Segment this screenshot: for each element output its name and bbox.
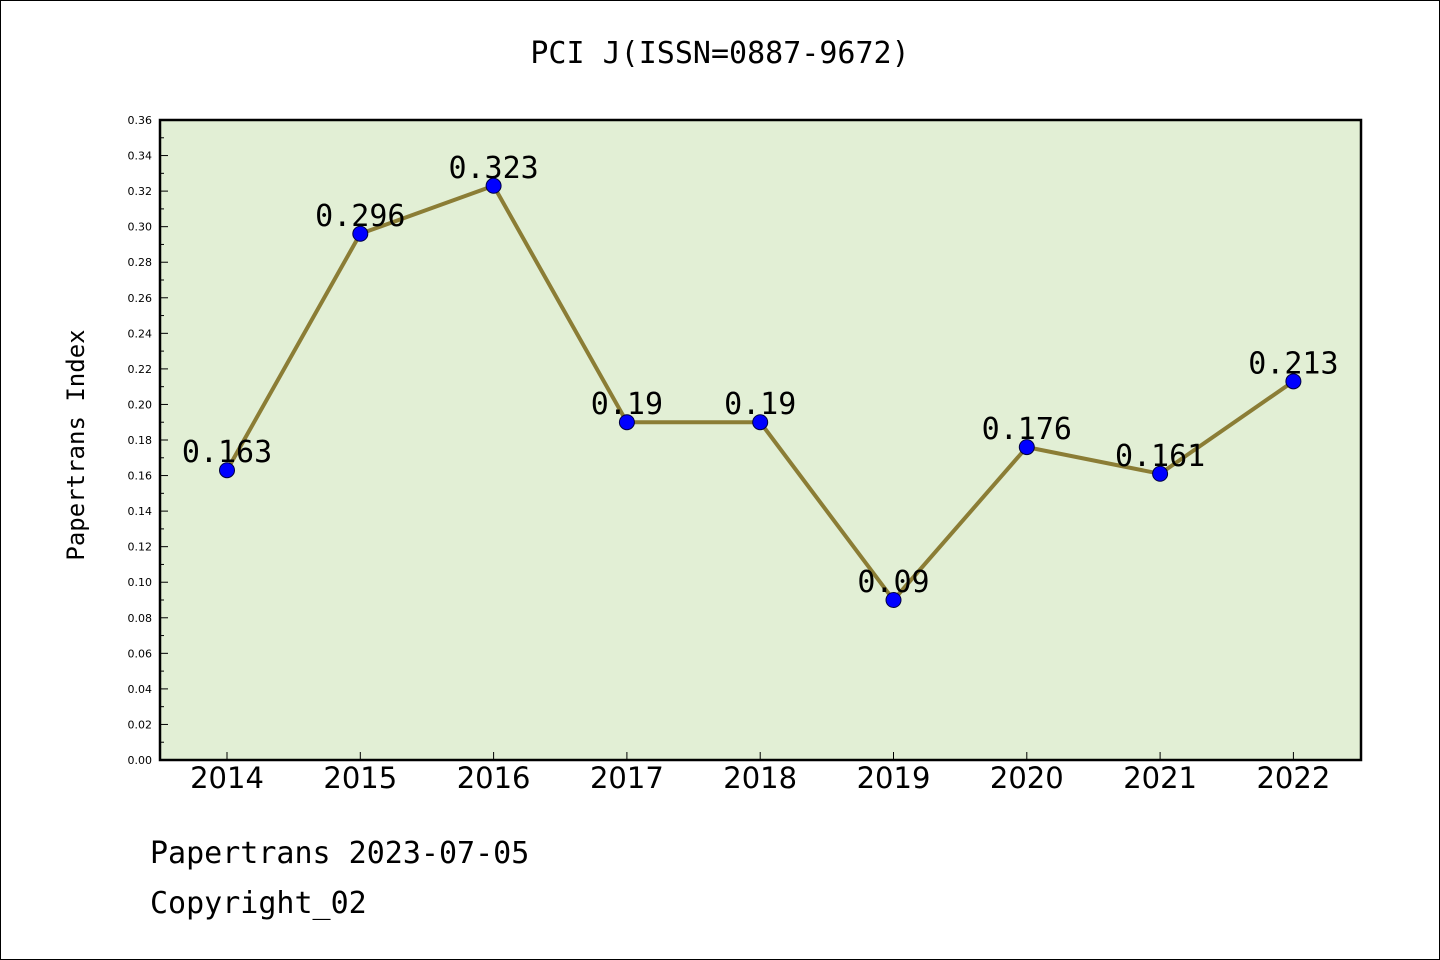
data-point <box>885 592 902 608</box>
y-tick-label: 0.08 <box>128 612 153 625</box>
data-point <box>1018 439 1035 456</box>
data-point <box>1152 465 1169 482</box>
x-tick-label: 2022 <box>1256 761 1330 795</box>
data-point <box>485 177 502 194</box>
x-tick-label: 2016 <box>457 761 531 795</box>
x-tick-label: 2014 <box>190 761 264 795</box>
x-tick-label: 2017 <box>590 761 664 795</box>
data-point <box>352 225 369 242</box>
y-tick-label: 0.36 <box>128 114 153 127</box>
y-axis-ticks: 0.00 0.02 0.04 0.06 0.08 0.10 0.12 0.14 0.16 0.18… <box>128 114 168 767</box>
x-tick-label: 2021 <box>1123 761 1197 795</box>
y-tick-label: 0.22 <box>128 363 153 376</box>
data-point <box>752 414 769 431</box>
data-point <box>219 462 235 479</box>
footer-date-line: Papertrans 2023-07-05 <box>150 836 530 871</box>
data-point <box>1285 373 1302 390</box>
y-tick-label: 0.34 <box>128 150 153 163</box>
footer-copyright: Copyright_02 <box>150 886 367 921</box>
y-tick-label: 0.06 <box>128 647 153 660</box>
data-point <box>618 414 635 431</box>
y-tick-label: 0.02 <box>128 718 153 731</box>
y-tick-label: 0.14 <box>128 505 153 518</box>
y-tick-label: 0.26 <box>128 292 153 305</box>
chart-title: PCI J(ISSN=0887-9672) <box>530 36 910 71</box>
y-tick-label: 0.32 <box>128 185 153 198</box>
y-tick-label: 0.24 <box>128 327 153 340</box>
y-tick-label: 0.04 <box>128 683 153 696</box>
y-tick-label: 0.10 <box>128 576 153 589</box>
plot-area <box>158 118 1363 762</box>
y-tick-label: 0.30 <box>128 221 153 234</box>
x-tick-label: 2015 <box>323 761 397 795</box>
x-axis-ticks: 2014 2015 2016 2017 2018 2019 2020 2021 2022 <box>190 752 1330 795</box>
y-tick-label: 0.28 <box>128 256 153 269</box>
x-tick-label: 2018 <box>723 761 797 795</box>
x-tick-label: 2020 <box>990 761 1064 795</box>
y-tick-label: 0.16 <box>128 470 153 483</box>
x-tick-label: 2019 <box>857 761 931 795</box>
y-tick-label: 0.18 <box>128 434 153 447</box>
y-tick-label: 0.20 <box>128 398 153 411</box>
y-tick-label: 0.00 <box>128 754 153 767</box>
y-tick-label: 0.12 <box>128 541 153 554</box>
